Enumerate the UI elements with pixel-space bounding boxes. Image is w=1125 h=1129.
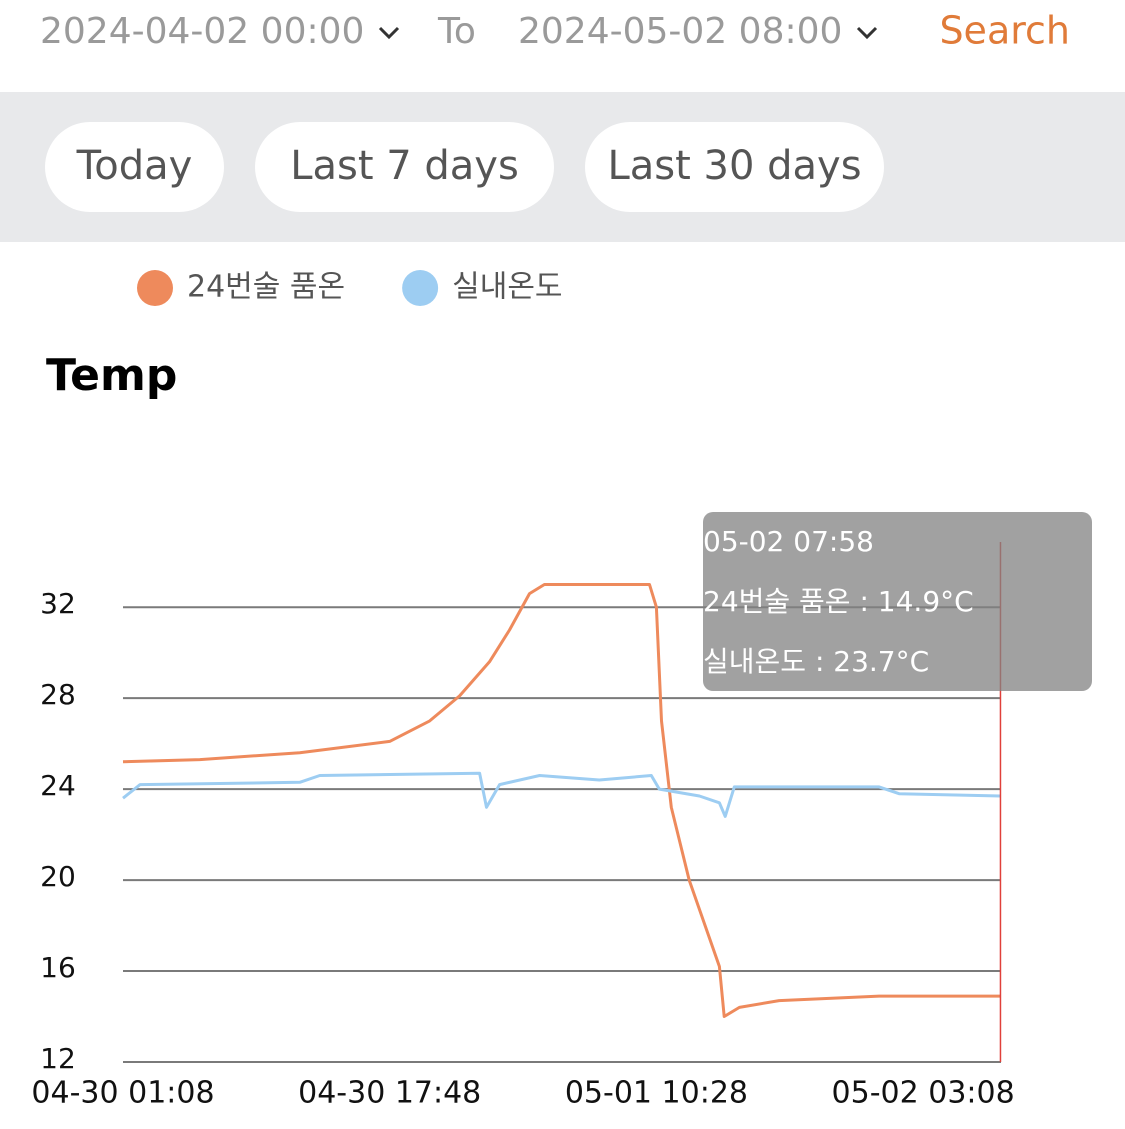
y-tick-label: 32 xyxy=(40,587,76,620)
date-bar xyxy=(0,0,1125,92)
legend-label[interactable]: 실내온도 xyxy=(452,270,562,305)
start-date[interactable]: 2024-04-02 00:00 xyxy=(40,11,364,52)
pill[interactable] xyxy=(585,122,884,212)
legend-swatch[interactable] xyxy=(137,270,173,306)
to-label: To xyxy=(437,11,476,52)
series-line xyxy=(122,771,1001,818)
series-line xyxy=(122,583,1001,1018)
tooltip-line: 05-02 07:58 xyxy=(703,525,874,558)
pill-label[interactable]: Today xyxy=(76,143,193,189)
search-button[interactable]: Search xyxy=(939,9,1070,53)
x-tick-label: 04-30 01:08 xyxy=(31,1076,214,1111)
tooltip-line: 24번술 품온 : 14.9°C xyxy=(703,585,974,618)
chart-title: Temp xyxy=(46,350,177,401)
y-tick-label: 24 xyxy=(40,769,76,802)
pill-label[interactable]: Last 30 days xyxy=(607,143,861,189)
legend-label[interactable]: 24번술 품온 xyxy=(187,270,345,305)
pill[interactable] xyxy=(255,122,554,212)
chevron[interactable] xyxy=(378,26,400,40)
quick-ranges: Today Last 7 days Last 30 days xyxy=(45,122,884,212)
y-tick-label: 28 xyxy=(40,678,76,711)
x-tick-label: 05-02 03:08 xyxy=(832,1076,1015,1111)
x-tick-label: 04-30 17:48 xyxy=(298,1076,481,1111)
end-date[interactable]: 2024-05-02 08:00 xyxy=(518,11,842,52)
y-tick-label: 20 xyxy=(40,860,76,893)
pill[interactable] xyxy=(45,122,224,212)
y-tick-label: 16 xyxy=(40,951,76,984)
y-tick-label: 12 xyxy=(40,1042,76,1075)
legend-swatch[interactable] xyxy=(402,270,439,306)
pill-label[interactable]: Last 7 days xyxy=(290,143,519,189)
x-tick-label: 05-01 10:28 xyxy=(565,1076,748,1111)
tooltip xyxy=(703,512,1092,691)
chevron[interactable] xyxy=(856,26,878,40)
tooltip-line: 실내온도 : 23.7°C xyxy=(703,645,929,678)
